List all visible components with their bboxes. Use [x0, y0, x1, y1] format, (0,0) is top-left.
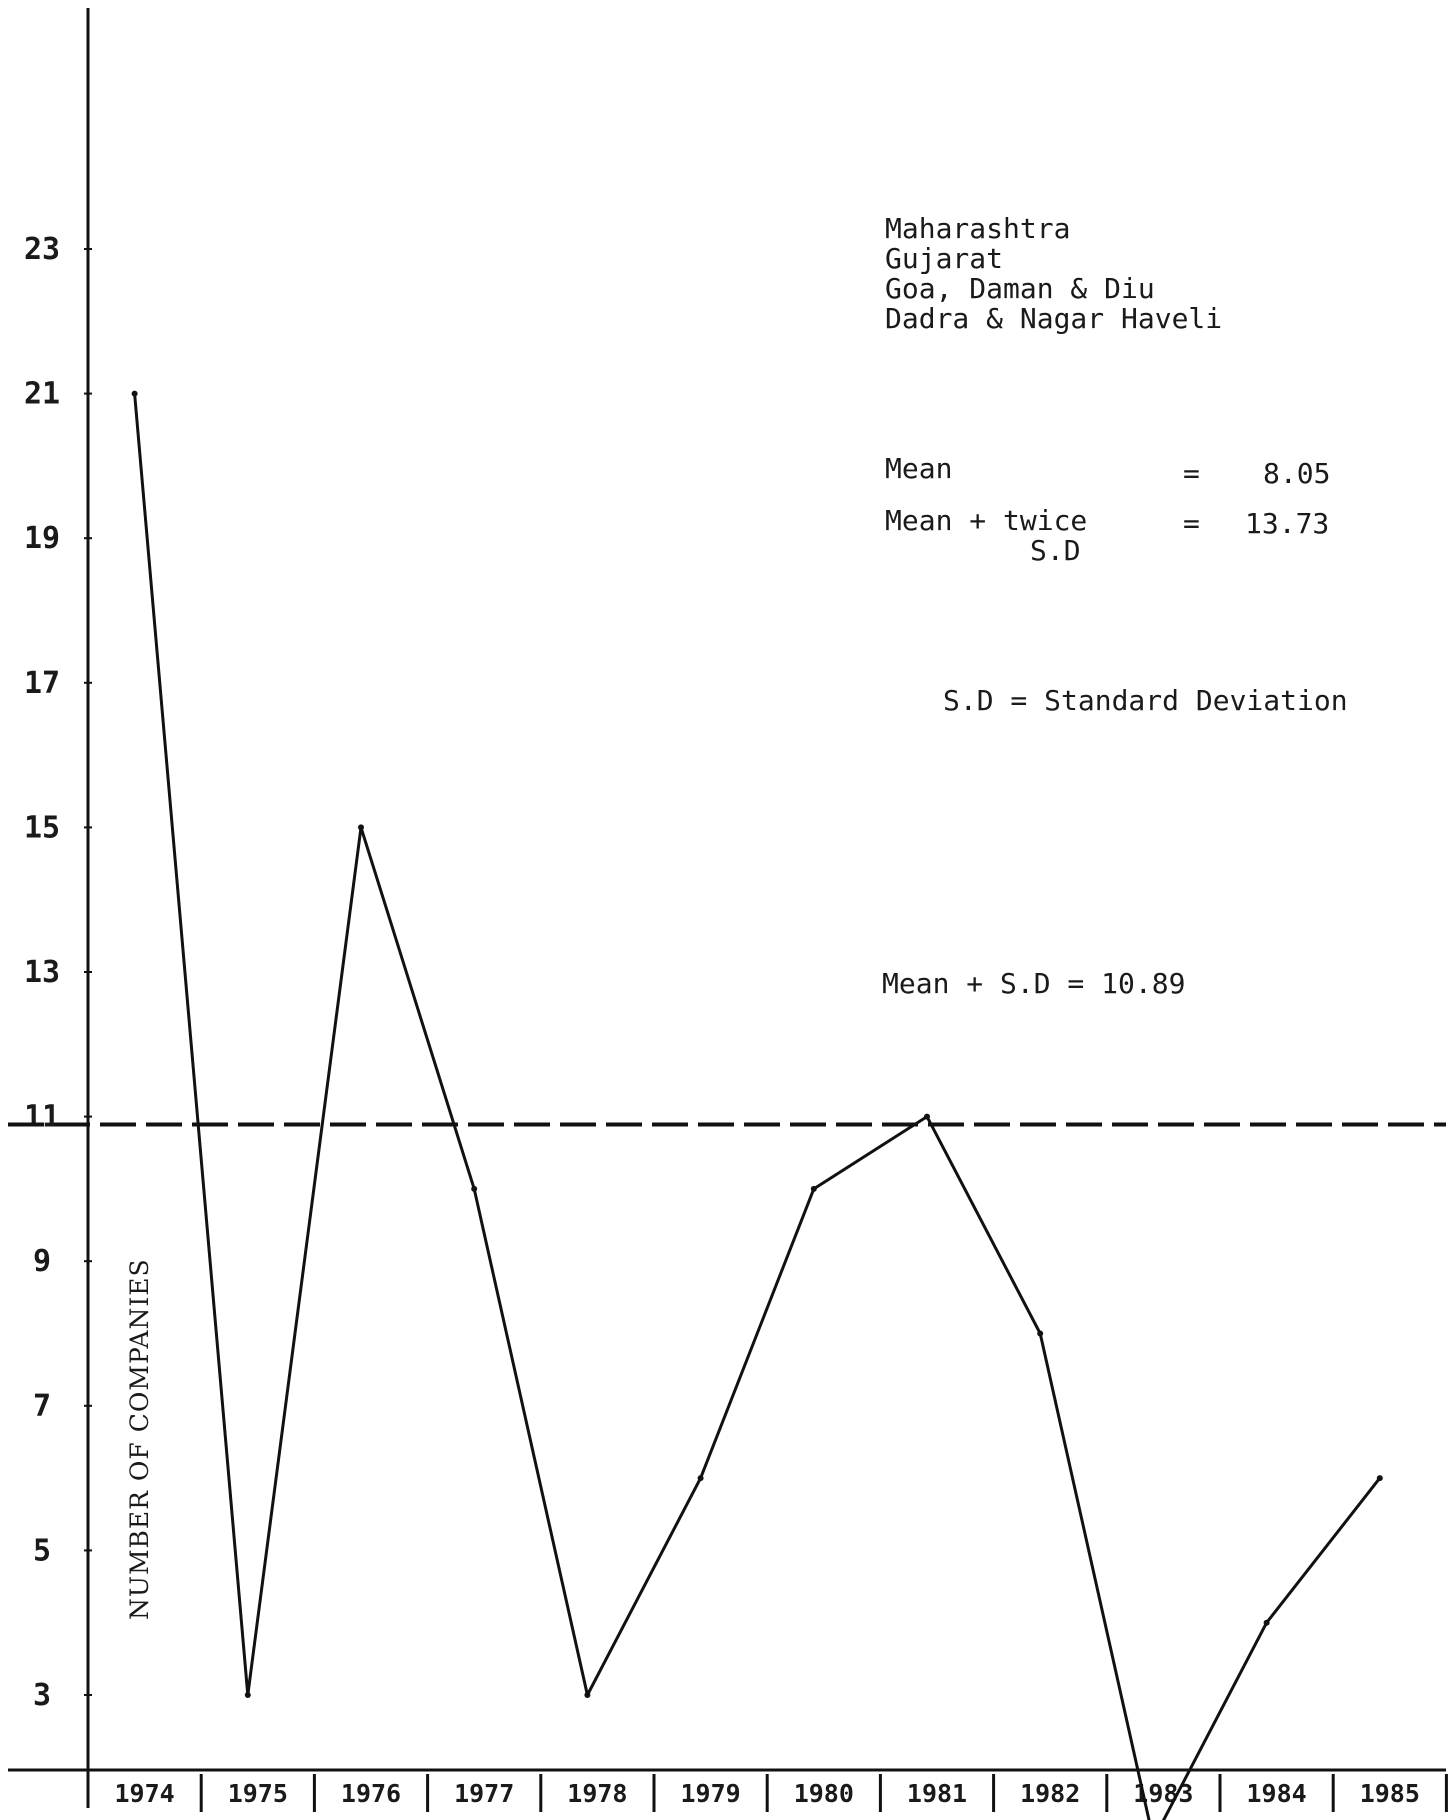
- data-point: [131, 390, 138, 397]
- data-point: [471, 1185, 478, 1192]
- mean-label: Mean: [885, 452, 952, 485]
- x-tick-label: 1982: [1020, 1779, 1080, 1808]
- data-point: [1037, 1330, 1044, 1337]
- data-point: [244, 1692, 251, 1698]
- mean-twice-sd-label: Mean + twice: [885, 504, 1087, 537]
- y-tick-labels: 1357911131517192123: [24, 232, 92, 1713]
- sd-definition: S.D = Standard Deviation: [943, 684, 1348, 717]
- data-point: [1263, 1619, 1270, 1626]
- mean-equals: =: [1183, 457, 1200, 490]
- x-tick-label: 1984: [1246, 1779, 1306, 1808]
- x-tick-label: 1981: [907, 1779, 967, 1808]
- series-line: [133, 393, 1381, 1820]
- x-tick-label: 1977: [454, 1779, 514, 1808]
- x-tick-cells: 1974 1975 1976 1977 1978 1979 1980 1981 1982 1983…: [114, 1774, 1448, 1812]
- x-tick-label: 1976: [341, 1779, 401, 1808]
- reference-line-label: Mean + S.D = 10.89: [882, 967, 1185, 1000]
- y-tick-label: 19: [24, 521, 60, 556]
- x-tick-label: 1985: [1360, 1779, 1420, 1808]
- x-tick-label: 1974: [114, 1779, 174, 1808]
- data-point: [810, 1185, 817, 1192]
- y-tick-label: 23: [24, 232, 60, 267]
- y-tick-label: 5: [33, 1533, 51, 1568]
- x-tick-label: 1980: [794, 1779, 854, 1808]
- data-point: [924, 1113, 930, 1120]
- y-tick-label: 15: [24, 810, 60, 845]
- y-tick-label: 21: [24, 377, 60, 412]
- y-tick-label: 13: [24, 955, 60, 990]
- region-label-4: Dadra & Nagar Haveli: [885, 302, 1222, 335]
- region-label-3: Goa, Daman & Diu: [885, 272, 1155, 305]
- region-label-1: Maharashtra: [885, 212, 1070, 245]
- x-tick-label: 1978: [567, 1779, 627, 1808]
- y-tick-label: 17: [24, 666, 60, 701]
- series-group: [131, 390, 1383, 1820]
- y-tick-label: 9: [33, 1244, 51, 1279]
- data-point: [697, 1475, 704, 1482]
- y-tick-label: 3: [33, 1678, 51, 1713]
- mean-twice-sd-label-2: S.D: [1030, 534, 1081, 567]
- x-tick-label: 1975: [228, 1779, 288, 1808]
- y-axis-label: NUMBER OF COMPANIES: [125, 1258, 154, 1620]
- mean-twice-sd-value: 13.73: [1245, 507, 1329, 540]
- data-point: [1376, 1475, 1383, 1482]
- mean-value: 8.05: [1263, 457, 1330, 490]
- data-point: [584, 1692, 591, 1698]
- y-tick-label: 11: [24, 1100, 60, 1135]
- y-tick-label: 7: [33, 1389, 51, 1424]
- mean-twice-sd-equals: =: [1183, 507, 1200, 540]
- region-label-2: Gujarat: [885, 242, 1003, 275]
- x-tick-label: 1979: [680, 1779, 740, 1808]
- data-point: [358, 824, 364, 831]
